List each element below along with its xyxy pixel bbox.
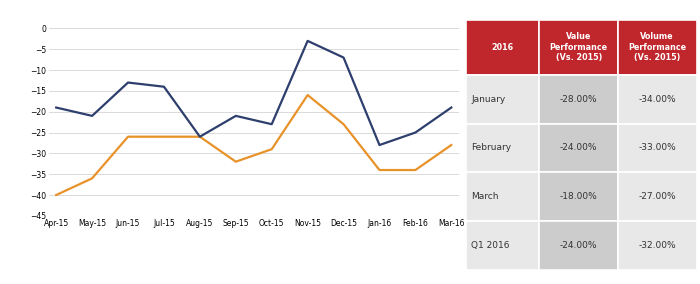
Text: -24.00%: -24.00% (560, 143, 597, 153)
Text: -32.00%: -32.00% (638, 241, 676, 250)
Text: February: February (471, 143, 512, 153)
Text: January: January (471, 95, 505, 104)
Text: -24.00%: -24.00% (560, 241, 597, 250)
Text: Q1 2016: Q1 2016 (471, 241, 510, 250)
Text: -33.00%: -33.00% (638, 143, 676, 153)
Text: Volume
Performance
(Vs. 2015): Volume Performance (Vs. 2015) (628, 32, 686, 62)
Text: -34.00%: -34.00% (638, 95, 676, 104)
Text: -27.00%: -27.00% (638, 192, 676, 201)
Text: Value
Performance
(Vs. 2015): Value Performance (Vs. 2015) (550, 32, 608, 62)
Text: March: March (471, 192, 499, 201)
Text: -28.00%: -28.00% (560, 95, 598, 104)
Text: -18.00%: -18.00% (560, 192, 598, 201)
Text: 2016: 2016 (491, 43, 514, 52)
